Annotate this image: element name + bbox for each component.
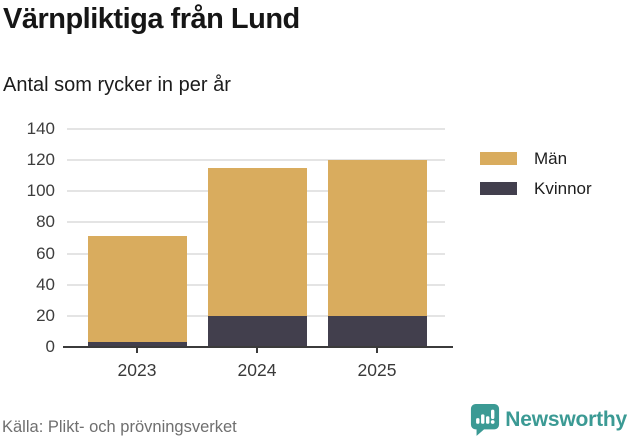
legend-swatch-women xyxy=(480,182,517,195)
plot-area: 0 20 40 60 80 100 120 140 2023 2024 2025 xyxy=(27,119,453,380)
y-tick-label: 20 xyxy=(36,305,55,325)
newsworthy-wordmark: Newsworthy xyxy=(505,407,627,431)
x-tick-label: 2024 xyxy=(237,360,277,380)
gridline xyxy=(67,159,445,162)
y-tick-label: 60 xyxy=(36,243,55,263)
bar-segment-2025-Kvinnor xyxy=(327,315,427,347)
legend-item-women: Kvinnor xyxy=(480,180,592,197)
y-tick-label: 120 xyxy=(26,150,55,170)
chart-title: Värnpliktiga från Lund xyxy=(3,3,300,35)
y-tick-label: 40 xyxy=(36,274,55,294)
gridline xyxy=(67,128,445,130)
x-tick xyxy=(376,348,378,353)
bar-segment-2023-Män xyxy=(87,236,187,343)
legend-item-men: Män xyxy=(480,150,592,167)
legend: Män Kvinnor xyxy=(480,150,592,210)
legend-swatch-men xyxy=(480,152,517,165)
source-text: Källa: Plikt- och prövningsverket xyxy=(2,418,237,436)
chart-subtitle: Antal som rycker in per år xyxy=(3,74,231,96)
bar-segment-2025-Män xyxy=(327,160,427,316)
x-tick xyxy=(256,348,258,353)
x-tick-label: 2023 xyxy=(117,360,157,380)
x-axis-line xyxy=(63,345,453,348)
newsworthy-logo: Newsworthy xyxy=(470,403,627,436)
y-tick-label: 140 xyxy=(26,119,55,138)
y-tick-label: 100 xyxy=(26,181,55,201)
x-tick xyxy=(136,348,138,353)
bar-segment-2024-Kvinnor xyxy=(207,315,307,347)
x-tick-label: 2025 xyxy=(357,360,397,380)
y-tick-label: 80 xyxy=(36,212,55,232)
legend-label-men: Män xyxy=(534,149,568,168)
bar-segment-2023-Kvinnor xyxy=(87,342,187,347)
y-tick-label: 0 xyxy=(45,337,55,356)
legend-label-women: Kvinnor xyxy=(534,179,592,198)
bar-segment-2024-Män xyxy=(207,167,307,316)
newsworthy-speech-bubble-chart-icon xyxy=(471,404,500,436)
